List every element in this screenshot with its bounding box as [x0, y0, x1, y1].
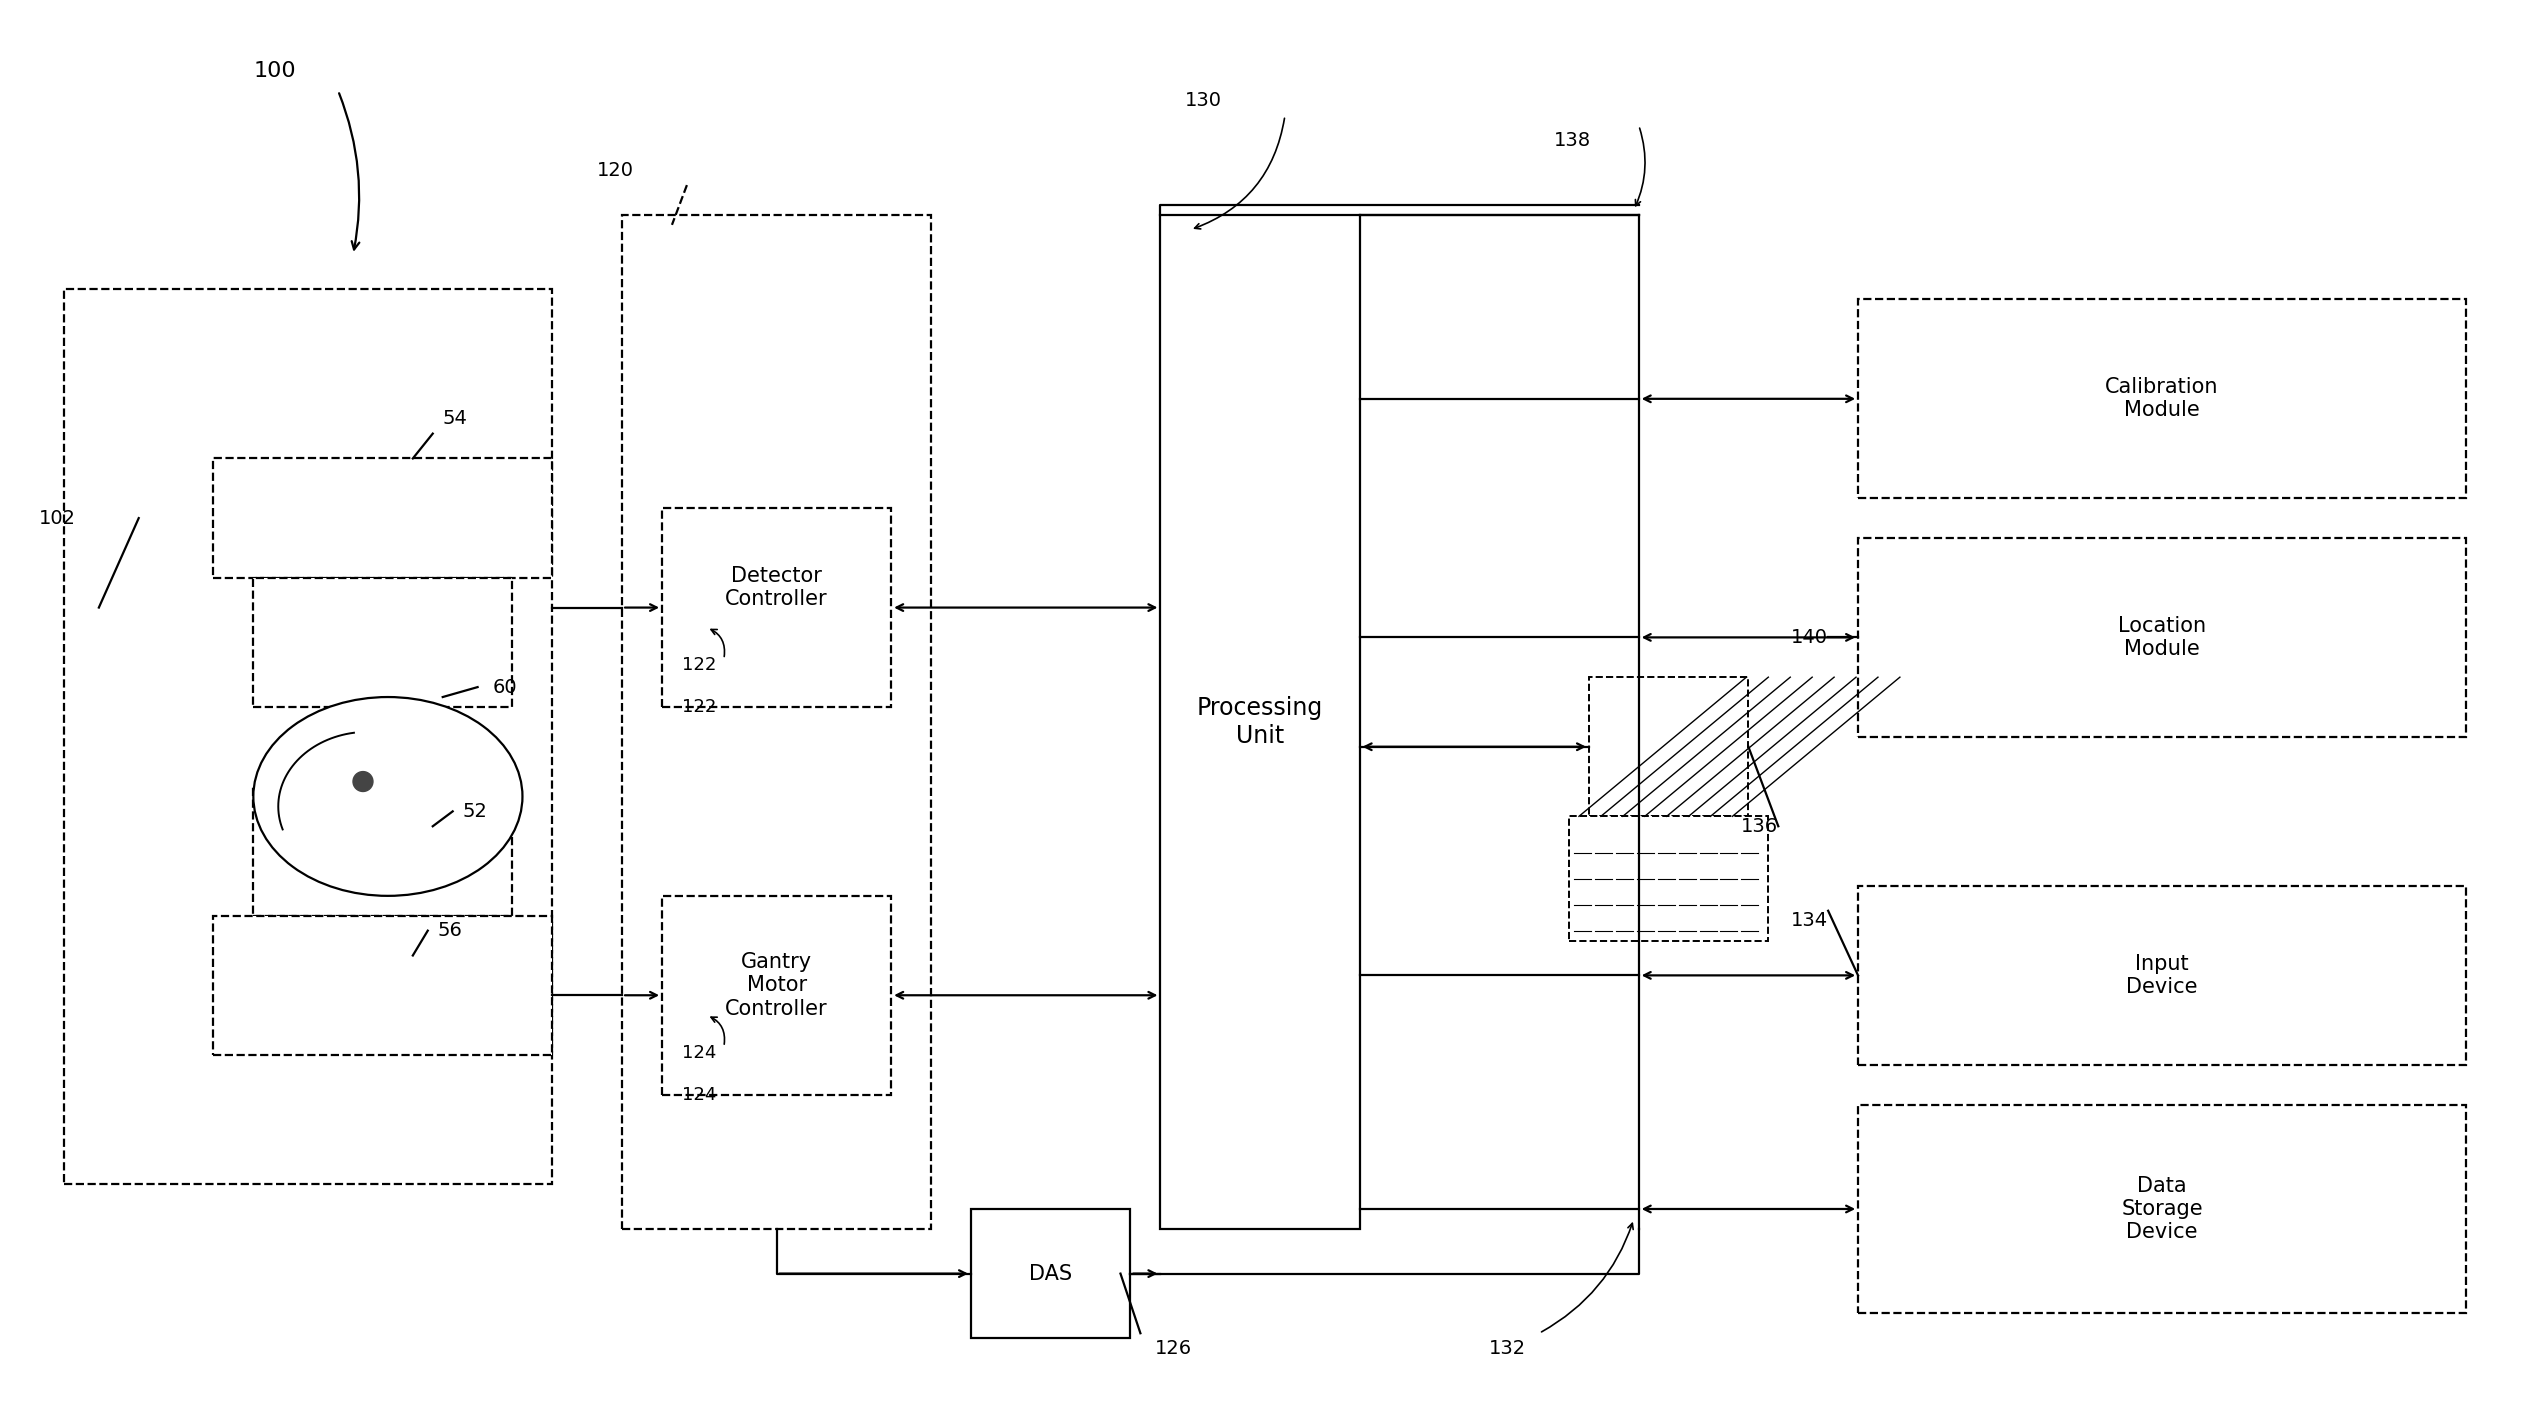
Text: 130: 130	[1185, 91, 1222, 110]
FancyArrowPatch shape	[1195, 118, 1286, 229]
Text: Gantry
Motor
Controller: Gantry Motor Controller	[726, 953, 828, 1019]
Text: 124: 124	[681, 1044, 716, 1062]
Bar	[1569, 816, 1769, 941]
Bar	[1858, 537, 2465, 737]
FancyArrowPatch shape	[1635, 128, 1645, 205]
Text: 56: 56	[438, 922, 463, 940]
Bar	[663, 896, 891, 1095]
Bar	[1858, 300, 2465, 498]
Bar	[253, 578, 511, 706]
Circle shape	[352, 771, 372, 792]
Text: 100: 100	[253, 61, 296, 80]
Bar	[213, 916, 552, 1055]
Text: 136: 136	[1741, 817, 1779, 836]
Text: 120: 120	[597, 160, 635, 180]
Bar	[1858, 1104, 2465, 1313]
Text: 122: 122	[681, 698, 716, 716]
Text: Input
Device: Input Device	[2126, 954, 2197, 998]
Bar	[623, 215, 931, 1228]
Bar	[253, 787, 511, 916]
Text: 122: 122	[681, 656, 716, 674]
Text: Processing
Unit: Processing Unit	[1197, 696, 1324, 747]
Text: Detector
Controller: Detector Controller	[726, 566, 828, 609]
Bar	[663, 508, 891, 706]
Bar	[972, 1209, 1131, 1338]
Text: 126: 126	[1154, 1338, 1192, 1358]
Text: Data
Storage
Device: Data Storage Device	[2121, 1176, 2202, 1242]
Bar	[1159, 215, 1359, 1228]
Bar	[213, 459, 552, 578]
Text: 54: 54	[443, 409, 468, 428]
Text: 134: 134	[1792, 912, 1827, 930]
Bar	[1858, 886, 2465, 1065]
FancyArrowPatch shape	[711, 1017, 724, 1044]
Text: 132: 132	[1488, 1338, 1526, 1358]
FancyArrowPatch shape	[711, 629, 724, 657]
Text: 124: 124	[681, 1086, 716, 1103]
Text: Calibration
Module: Calibration Module	[2106, 377, 2220, 421]
Text: 60: 60	[494, 678, 516, 696]
Bar	[1589, 677, 1749, 816]
FancyArrowPatch shape	[1541, 1223, 1632, 1332]
Text: DAS: DAS	[1030, 1263, 1073, 1283]
Text: 102: 102	[38, 508, 76, 528]
Text: 140: 140	[1792, 628, 1827, 647]
Ellipse shape	[253, 696, 521, 896]
FancyArrowPatch shape	[339, 93, 359, 249]
Text: 138: 138	[1554, 131, 1592, 151]
Text: Location
Module: Location Module	[2118, 616, 2207, 658]
Text: 52: 52	[463, 802, 488, 820]
Bar	[63, 290, 552, 1185]
